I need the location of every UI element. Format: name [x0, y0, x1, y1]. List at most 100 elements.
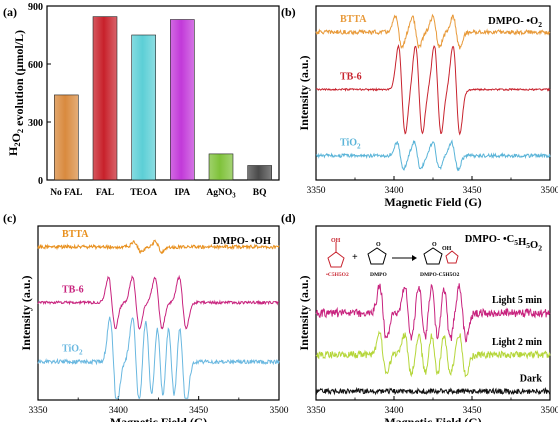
- series-line: [315, 283, 551, 343]
- series-label-part: TB-6: [62, 285, 84, 296]
- series-label-part: Light 2 min: [492, 337, 542, 348]
- x-tick-label: 3500: [541, 186, 558, 196]
- panel-annotation-part: 5: [514, 238, 518, 247]
- x-tick-label: 3350: [29, 406, 48, 416]
- x-tick-label: IPA: [175, 188, 191, 198]
- plot-frame: [37, 225, 280, 401]
- series-label-part: TiO: [62, 344, 79, 355]
- furan-ring-icon: [327, 251, 345, 268]
- product-furan-icon: [445, 250, 459, 264]
- bar: [131, 34, 156, 181]
- series-label: TiO2: [340, 138, 361, 151]
- bar: [247, 165, 272, 181]
- panel-annotation-part: H: [518, 237, 526, 248]
- y-axis-label-part: H: [6, 146, 20, 156]
- series-label: TB-6: [62, 285, 84, 296]
- panel-label: (a): [3, 5, 17, 19]
- series-label-part: TB-6: [340, 72, 362, 83]
- scheme-atom: O: [432, 242, 437, 248]
- scheme-atom: O: [376, 242, 381, 248]
- y-axis-label: H2O2 evolution (μmol/L): [6, 30, 26, 156]
- panel-annotation-part: 2: [538, 20, 542, 29]
- x-tick-label: 3350: [307, 406, 326, 416]
- plot-frame: [46, 5, 280, 181]
- panel-annotation: DMPO- •C5H5O2: [465, 234, 542, 253]
- series-label: BTTA: [340, 14, 367, 25]
- panel-annotation-part: DMPO- •OH: [213, 236, 271, 247]
- series-label: Dark: [520, 373, 543, 384]
- x-tick-label: BQ: [253, 188, 267, 198]
- series-label-part: 2: [79, 349, 83, 357]
- panel-label: (c): [3, 211, 16, 225]
- panel-annotation-part: DMPO- •O: [488, 16, 538, 27]
- series-label: BTTA: [62, 229, 89, 240]
- series-line: [37, 316, 280, 399]
- series-label: TiO2: [62, 344, 83, 357]
- x-tick-label: 3400: [385, 406, 404, 416]
- bar: [170, 19, 195, 181]
- panel-b: (b) 3350 3400 3450 3500 Magnetic Field (G) Int…: [281, 5, 558, 209]
- series-label-part: BTTA: [340, 14, 367, 25]
- series-label-part: Light 5 min: [492, 295, 542, 306]
- x-tick-label: 3400: [109, 406, 128, 416]
- x-tick-label-part: BQ: [253, 188, 267, 198]
- series-label-part: Dark: [520, 373, 543, 384]
- x-tick-label: No FAL: [50, 188, 82, 198]
- panel-annotation-part: 2: [538, 244, 542, 253]
- series-line: [315, 43, 551, 136]
- y-axis-label-part: O: [9, 133, 23, 142]
- series-line: [315, 139, 551, 172]
- series-label-part: BTTA: [62, 229, 89, 240]
- scheme-label-product: DMPO-C5H5O2: [420, 272, 460, 278]
- x-tick-label: FAL: [96, 188, 114, 198]
- panel-annotation-part: O: [530, 240, 538, 251]
- x-tick-label: 3400: [385, 186, 404, 196]
- y-axis-label-part: evolution (μmol/L): [12, 30, 26, 129]
- scheme-atom: OH: [442, 246, 452, 252]
- series-line: [315, 13, 551, 50]
- x-axis-label: Magnetic Field (G): [384, 415, 481, 422]
- series-label: Light 5 min: [492, 295, 542, 306]
- y-axis-label: Intensity (a.u.): [297, 275, 311, 350]
- scheme-atom: OH: [331, 238, 341, 244]
- x-tick-label-part: No FAL: [50, 188, 82, 198]
- panel-annotation: DMPO- •OH: [213, 236, 271, 247]
- y-axis-label-part: 2: [12, 142, 22, 146]
- panel-c: (c) 3350 3400 3450 3500 Magnetic Field (G) Int…: [3, 211, 289, 422]
- bar: [208, 153, 234, 181]
- panel-annotation-part: 5: [526, 241, 530, 250]
- bar: [54, 94, 79, 181]
- scheme-label-reagent: DMPO: [370, 272, 388, 278]
- x-tick-label-part: FAL: [96, 188, 114, 198]
- y-tick-label: 600: [28, 60, 43, 71]
- x-tick-label: 3500: [541, 406, 558, 416]
- reaction-scheme: OH + O O OH •C5H5O2 DMPO DMPO-C5H5O2: [326, 238, 460, 278]
- x-tick-label-part: 3: [232, 193, 236, 200]
- y-axis-label: Intensity (a.u.): [19, 275, 33, 350]
- series-line: [37, 239, 280, 255]
- y-tick-label: 0: [38, 176, 43, 187]
- x-tick-label: TEOA: [130, 188, 157, 198]
- x-tick-label-part: IPA: [175, 188, 191, 198]
- scheme-label-reactant: •C5H5O2: [326, 272, 349, 278]
- arrow-head-icon: [412, 255, 417, 261]
- y-axis-label: Intensity (a.u.): [297, 55, 311, 130]
- panel-label: (b): [281, 5, 296, 19]
- y-axis-label-part: 2: [15, 129, 25, 133]
- series-label-part: TiO: [340, 138, 357, 149]
- product-ring-icon: [423, 247, 443, 265]
- bar: [92, 16, 118, 181]
- x-tick-label: 3350: [307, 186, 326, 196]
- x-tick-label: 3500: [270, 406, 289, 416]
- panel-label: (d): [281, 211, 296, 225]
- y-tick-label: 900: [28, 2, 43, 13]
- series-label: TB-6: [340, 72, 362, 83]
- x-tick-label-part: AgNO: [206, 188, 232, 198]
- series-line: [315, 386, 551, 396]
- x-tick-label: 3450: [189, 406, 208, 416]
- x-tick-label-part: TEOA: [130, 188, 157, 198]
- x-tick-label: 3450: [463, 406, 482, 416]
- x-tick-label: AgNO3: [206, 188, 236, 200]
